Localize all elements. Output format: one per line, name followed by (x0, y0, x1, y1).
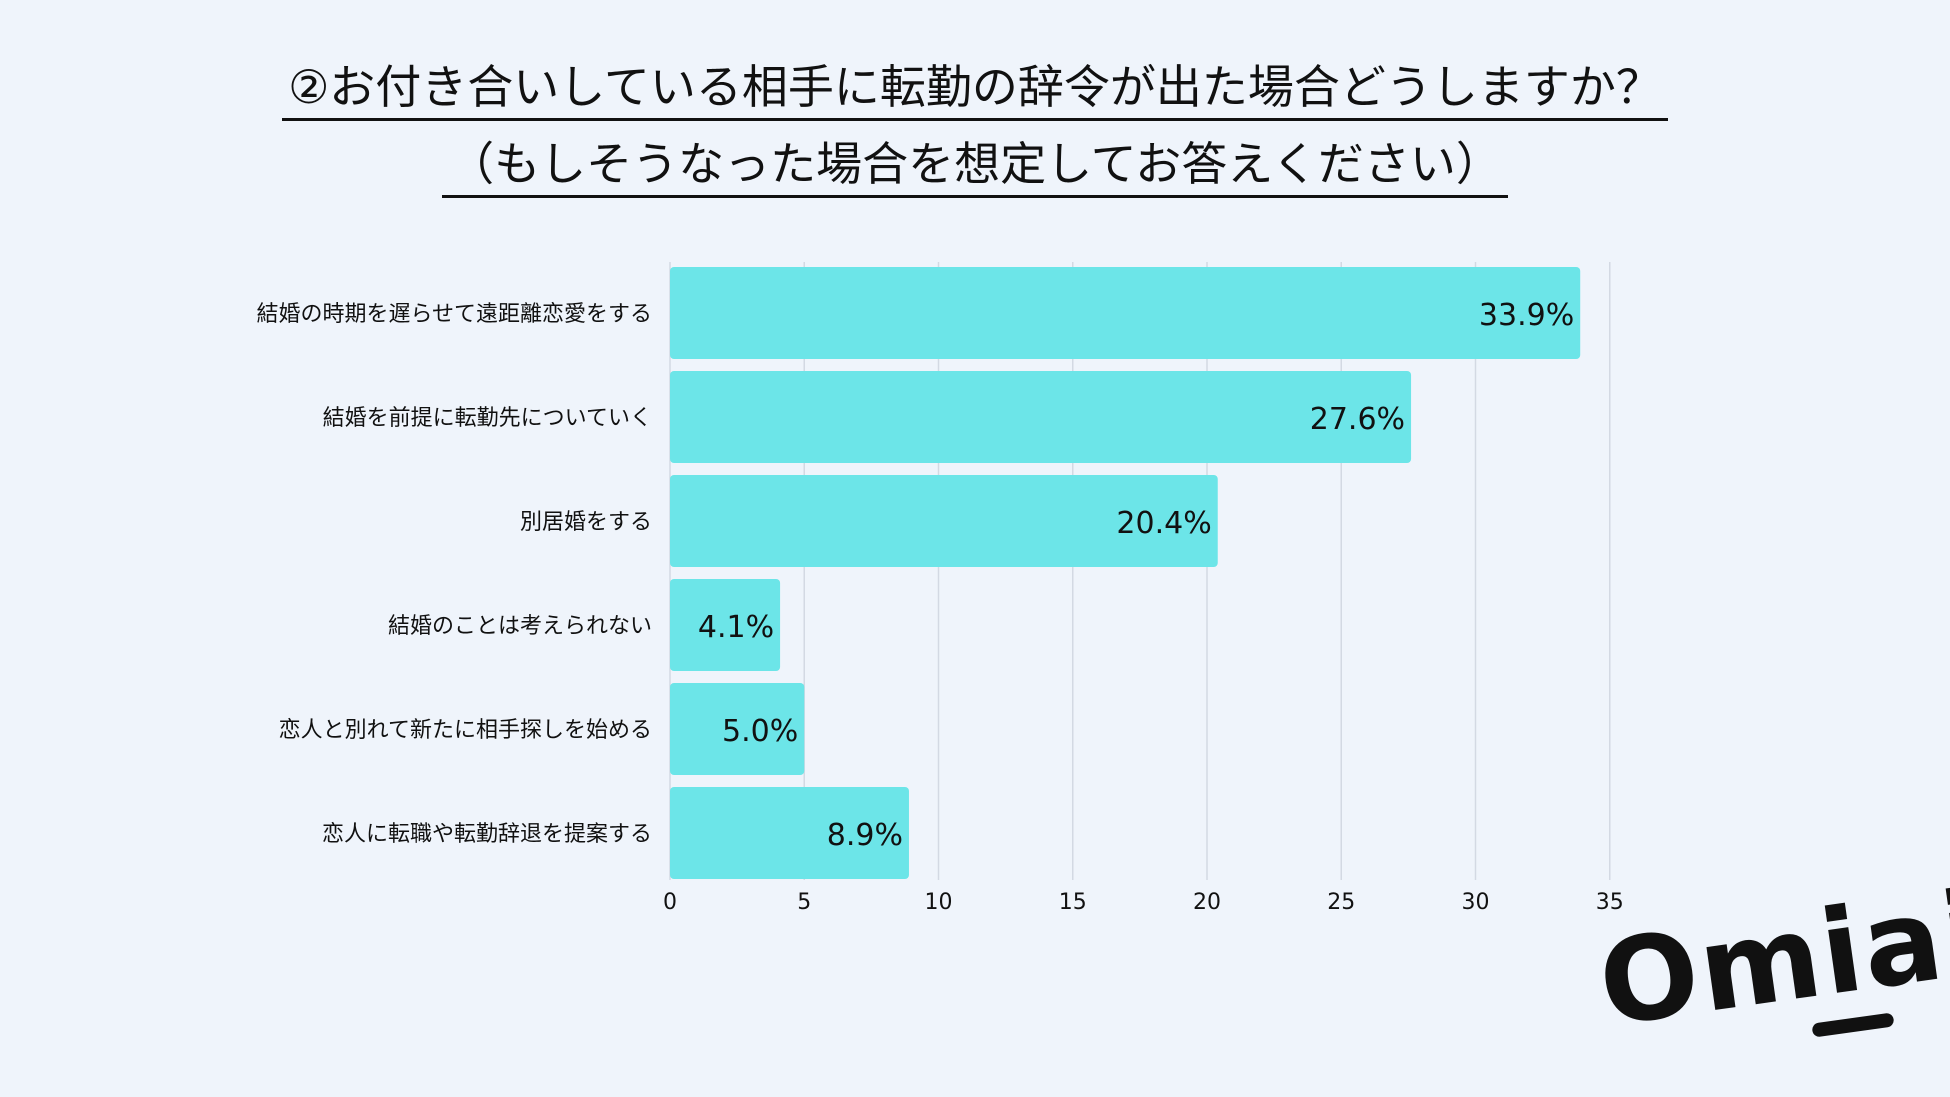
category-label: 別居婚をする (520, 510, 652, 535)
x-tick-label: 5 (797, 890, 811, 915)
x-tick-label: 10 (925, 890, 953, 915)
category-label: 結婚を前提に転勤先についていく (323, 406, 652, 431)
title-line-1: ②お付き合いしている相手に転勤の辞令が出た場合どうしますか？ (282, 58, 1668, 121)
x-tick-label: 25 (1327, 890, 1355, 915)
bar (670, 787, 909, 879)
x-tick-label: 0 (663, 890, 677, 915)
data-label: 4.1% (698, 610, 774, 645)
bar (670, 683, 805, 775)
x-tick-label: 35 (1596, 890, 1624, 915)
category-label: 恋人と別れて新たに相手探しを始める (279, 718, 652, 743)
category-label: 結婚の時期を遅らせて遠距離恋愛をする (256, 302, 652, 327)
x-tick-label: 30 (1462, 890, 1490, 915)
data-label: 8.9% (827, 818, 903, 853)
data-label: 33.9% (1479, 298, 1574, 333)
title-line-2: （もしそうなった場合を想定してお答えください） (442, 135, 1508, 198)
data-label: 5.0% (722, 714, 798, 749)
x-tick-label: 15 (1059, 890, 1087, 915)
data-label: 20.4% (1116, 506, 1211, 541)
category-label: 結婚のことは考えられない (388, 614, 652, 639)
bar (670, 371, 1412, 463)
bar (670, 267, 1581, 359)
bar (670, 475, 1218, 567)
bar (670, 579, 781, 671)
chart-title: ②お付き合いしている相手に転勤の辞令が出た場合どうしますか？ （もしそうなった場… (0, 58, 1950, 212)
category-label: 恋人に転職や転勤辞退を提案する (322, 822, 652, 847)
data-label: 27.6% (1310, 402, 1405, 437)
x-tick-label: 20 (1193, 890, 1221, 915)
